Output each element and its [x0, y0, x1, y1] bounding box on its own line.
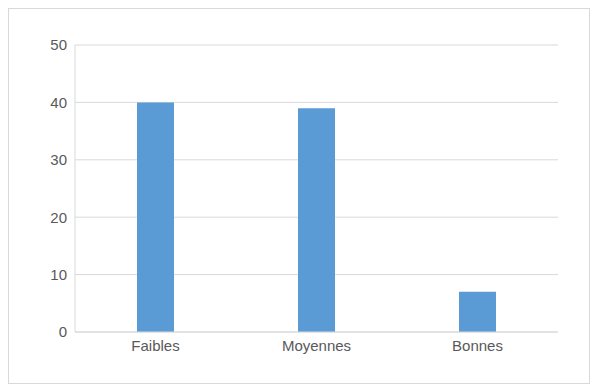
svg-text:10: 10 — [50, 266, 67, 283]
svg-text:Faibles: Faibles — [131, 337, 179, 354]
svg-text:20: 20 — [50, 209, 67, 226]
svg-text:40: 40 — [50, 94, 67, 111]
svg-text:Bonnes: Bonnes — [452, 337, 503, 354]
svg-text:30: 30 — [50, 151, 67, 168]
svg-text:Moyennes: Moyennes — [282, 337, 351, 354]
svg-text:0: 0 — [59, 323, 67, 340]
svg-text:50: 50 — [50, 36, 67, 53]
